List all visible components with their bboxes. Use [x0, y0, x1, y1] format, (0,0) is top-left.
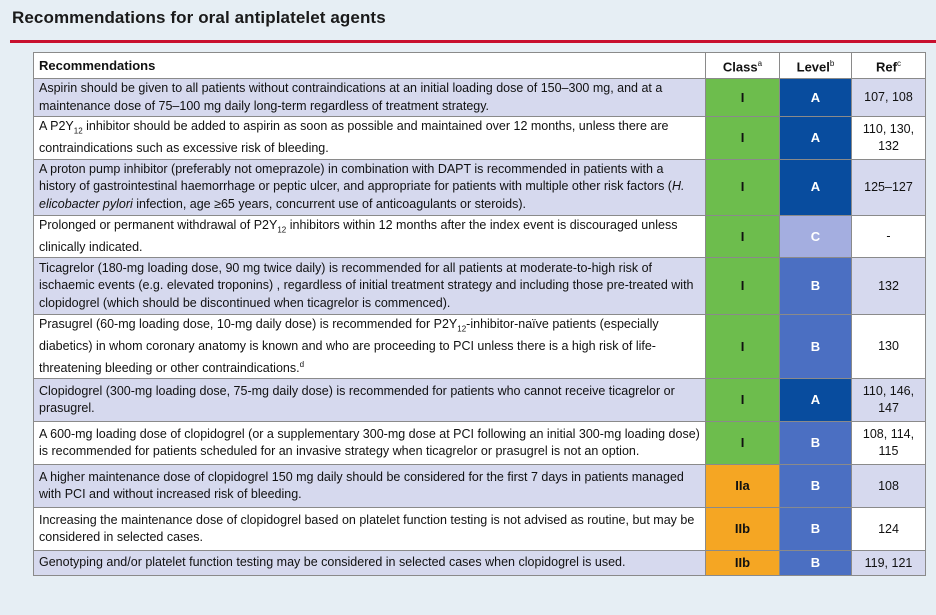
level-cell: B: [779, 464, 852, 509]
ref-cell: -: [851, 214, 926, 258]
level-cell: B: [779, 257, 852, 315]
level-cell: C: [779, 214, 852, 258]
level-cell: B: [779, 550, 852, 577]
header-ref-footnote: c: [896, 59, 901, 69]
ref-cell: 110, 130, 132: [851, 116, 926, 160]
ref-cell: 119, 121: [851, 550, 926, 577]
recommendation-text: Aspirin should be given to all patients …: [33, 78, 706, 117]
recommendation-text: Prasugrel (60-mg loading dose, 10-mg dai…: [33, 313, 706, 380]
table-row: A 600-mg loading dose of clopidogrel (or…: [33, 421, 926, 466]
ref-cell: 124: [851, 507, 926, 552]
table-row: Increasing the maintenance dose of clopi…: [33, 507, 926, 552]
ref-cell: 108, 114, 115: [851, 421, 926, 466]
class-cell: I: [705, 214, 780, 258]
level-cell: B: [779, 313, 852, 380]
table-row: Aspirin should be given to all patients …: [33, 78, 926, 117]
recommendation-text: Ticagrelor (180-mg loading dose, 90 mg t…: [33, 257, 706, 315]
table-row: Genotyping and/or platelet function test…: [33, 550, 926, 577]
table-row: A P2Y12 inhibitor should be added to asp…: [33, 116, 926, 160]
table-row: Ticagrelor (180-mg loading dose, 90 mg t…: [33, 257, 926, 315]
table-row: A higher maintenance dose of clopidogrel…: [33, 464, 926, 509]
table-header-row: Recommendations Classa Levelb Refc: [33, 52, 926, 79]
class-cell: I: [705, 421, 780, 466]
table-row: Prolonged or permanent withdrawal of P2Y…: [33, 214, 926, 258]
title-divider: [10, 40, 936, 43]
level-cell: B: [779, 421, 852, 466]
class-cell: I: [705, 257, 780, 315]
ref-cell: 108: [851, 464, 926, 509]
class-cell: I: [705, 78, 780, 117]
class-cell: I: [705, 378, 780, 423]
header-class: Classa: [705, 52, 780, 79]
header-level: Levelb: [779, 52, 852, 79]
recommendations-table: Recommendations Classa Levelb Refc Aspir…: [33, 52, 926, 577]
level-cell: A: [779, 116, 852, 160]
header-ref: Refc: [851, 52, 926, 79]
recommendation-text: A 600-mg loading dose of clopidogrel (or…: [33, 421, 706, 466]
recommendation-text: A proton pump inhibitor (preferably not …: [33, 158, 706, 216]
ref-cell: 110, 146, 147: [851, 378, 926, 423]
recommendation-text: A P2Y12 inhibitor should be added to asp…: [33, 116, 706, 160]
ref-cell: 125–127: [851, 158, 926, 216]
table-row: Prasugrel (60-mg loading dose, 10-mg dai…: [33, 313, 926, 380]
level-cell: B: [779, 507, 852, 552]
recommendation-text: Clopidogrel (300-mg loading dose, 75-mg …: [33, 378, 706, 423]
ref-cell: 130: [851, 313, 926, 380]
recommendation-text: Increasing the maintenance dose of clopi…: [33, 507, 706, 552]
class-cell: I: [705, 158, 780, 216]
table-row: A proton pump inhibitor (preferably not …: [33, 158, 926, 216]
ref-cell: 132: [851, 257, 926, 315]
header-recommendations: Recommendations: [33, 52, 706, 79]
level-cell: A: [779, 378, 852, 423]
recommendation-text: Genotyping and/or platelet function test…: [33, 550, 706, 577]
recommendation-text: Prolonged or permanent withdrawal of P2Y…: [33, 214, 706, 258]
header-level-footnote: b: [829, 59, 835, 69]
level-cell: A: [779, 78, 852, 117]
level-cell: A: [779, 158, 852, 216]
class-cell: I: [705, 313, 780, 380]
class-cell: I: [705, 116, 780, 160]
class-cell: IIa: [705, 464, 780, 509]
ref-cell: 107, 108: [851, 78, 926, 117]
page-title: Recommendations for oral antiplatelet ag…: [12, 8, 386, 27]
class-cell: IIb: [705, 507, 780, 552]
table-row: Clopidogrel (300-mg loading dose, 75-mg …: [33, 378, 926, 423]
header-class-footnote: a: [757, 59, 763, 69]
recommendation-text: A higher maintenance dose of clopidogrel…: [33, 464, 706, 509]
class-cell: IIb: [705, 550, 780, 577]
